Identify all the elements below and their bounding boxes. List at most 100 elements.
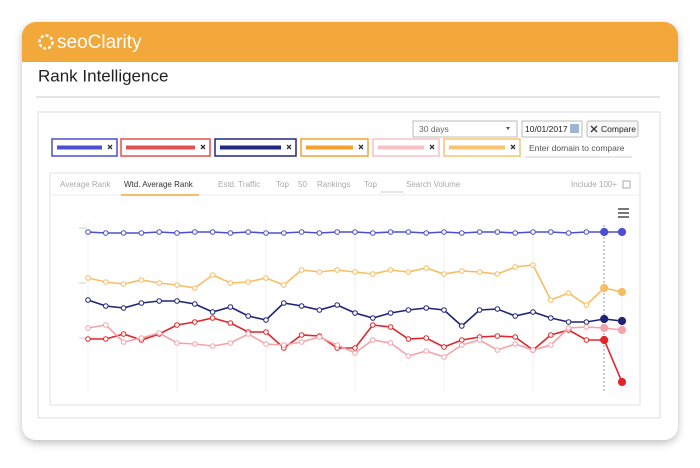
data-point <box>459 230 465 236</box>
data-point <box>156 229 162 235</box>
date-input[interactable] <box>521 120 583 138</box>
data-point <box>120 281 127 287</box>
menu-icon[interactable] <box>618 208 629 218</box>
data-point <box>85 229 91 235</box>
chip-remove[interactable] <box>358 144 364 150</box>
domain-placeholder: Enter domain to compare <box>529 143 625 153</box>
tab[interactable]: Average Rank <box>60 180 112 189</box>
top-label: Top <box>276 180 289 189</box>
data-point <box>156 280 162 286</box>
data-point <box>120 230 127 236</box>
data-point <box>263 275 269 281</box>
logo: seoClarity <box>57 32 142 53</box>
data-point <box>530 229 536 235</box>
include-checkbox[interactable] <box>622 180 631 189</box>
data-point <box>617 227 627 237</box>
data-point <box>245 279 251 285</box>
data-point <box>387 229 394 235</box>
chip-remove[interactable] <box>286 144 292 150</box>
data-point <box>334 302 341 308</box>
data-point <box>565 319 572 325</box>
data-point <box>600 227 609 237</box>
data-point <box>120 305 127 311</box>
rankings-tab[interactable]: Rankings <box>317 180 350 189</box>
data-point <box>281 282 287 288</box>
data-point <box>441 344 447 350</box>
data-point <box>227 320 234 326</box>
data-point <box>441 229 447 235</box>
data-point <box>548 342 554 348</box>
chip-swatch <box>306 145 353 150</box>
data-point <box>476 307 483 313</box>
data-point <box>600 323 609 333</box>
data-point <box>423 335 430 341</box>
data-point <box>583 302 590 308</box>
data-point <box>512 334 519 340</box>
panel <box>37 111 661 419</box>
page-title: Rank Intelligence <box>38 66 168 85</box>
data-point <box>352 350 358 356</box>
period-select[interactable] <box>412 120 518 138</box>
compare-button[interactable] <box>586 120 639 138</box>
data-point <box>245 229 251 235</box>
chip-remove[interactable] <box>200 144 206 150</box>
data-point <box>352 269 358 275</box>
data-point <box>548 297 554 303</box>
data-point <box>441 307 447 313</box>
data-point <box>370 230 376 236</box>
chip-swatch <box>126 145 195 150</box>
data-point <box>103 230 109 236</box>
data-point <box>263 341 269 347</box>
data-point <box>494 333 501 339</box>
data-point <box>352 229 358 235</box>
date-text: 10/01/2017 <box>525 124 568 134</box>
data-point <box>405 336 412 342</box>
data-point <box>298 267 305 273</box>
tab[interactable]: Wtd. Average Rank <box>124 180 194 189</box>
data-point <box>85 275 91 281</box>
data-point <box>370 322 376 328</box>
chip-remove[interactable] <box>107 144 113 150</box>
data-point <box>156 298 162 304</box>
data-point <box>476 337 483 343</box>
data-point <box>334 342 341 348</box>
data-point <box>459 337 465 343</box>
data-point <box>192 301 198 307</box>
data-point <box>387 324 394 330</box>
data-point <box>227 230 234 236</box>
data-point <box>530 347 536 353</box>
period-text: 30 days <box>419 124 449 134</box>
search-volume-tab[interactable]: Search Volume <box>406 180 461 189</box>
data-point <box>227 304 234 310</box>
data-point <box>583 324 590 330</box>
data-point <box>174 340 180 346</box>
data-point <box>476 229 483 235</box>
data-point <box>512 341 519 347</box>
header-bar <box>22 22 678 62</box>
data-point <box>209 343 216 349</box>
chip-swatch <box>57 145 102 150</box>
caret <box>506 127 510 130</box>
data-point <box>423 305 430 311</box>
data-point <box>600 314 609 324</box>
chip-remove[interactable] <box>429 144 435 150</box>
data-point <box>387 310 394 316</box>
chip-remove[interactable] <box>510 144 516 150</box>
data-point <box>512 264 519 270</box>
data-point <box>600 283 609 293</box>
tab[interactable]: Estd. Traffic <box>218 180 260 189</box>
data-point <box>245 313 251 319</box>
compare-text: Compare <box>601 124 636 134</box>
data-point <box>494 306 501 312</box>
data-point <box>281 230 287 236</box>
include-label: Include 100+ <box>571 180 617 189</box>
data-point <box>298 339 305 345</box>
data-point <box>192 319 198 325</box>
data-point <box>423 265 430 271</box>
data-point <box>530 262 536 268</box>
data-point <box>138 230 145 236</box>
data-point <box>298 229 305 235</box>
data-point <box>512 230 519 236</box>
data-point <box>423 230 430 236</box>
data-point <box>209 272 216 278</box>
